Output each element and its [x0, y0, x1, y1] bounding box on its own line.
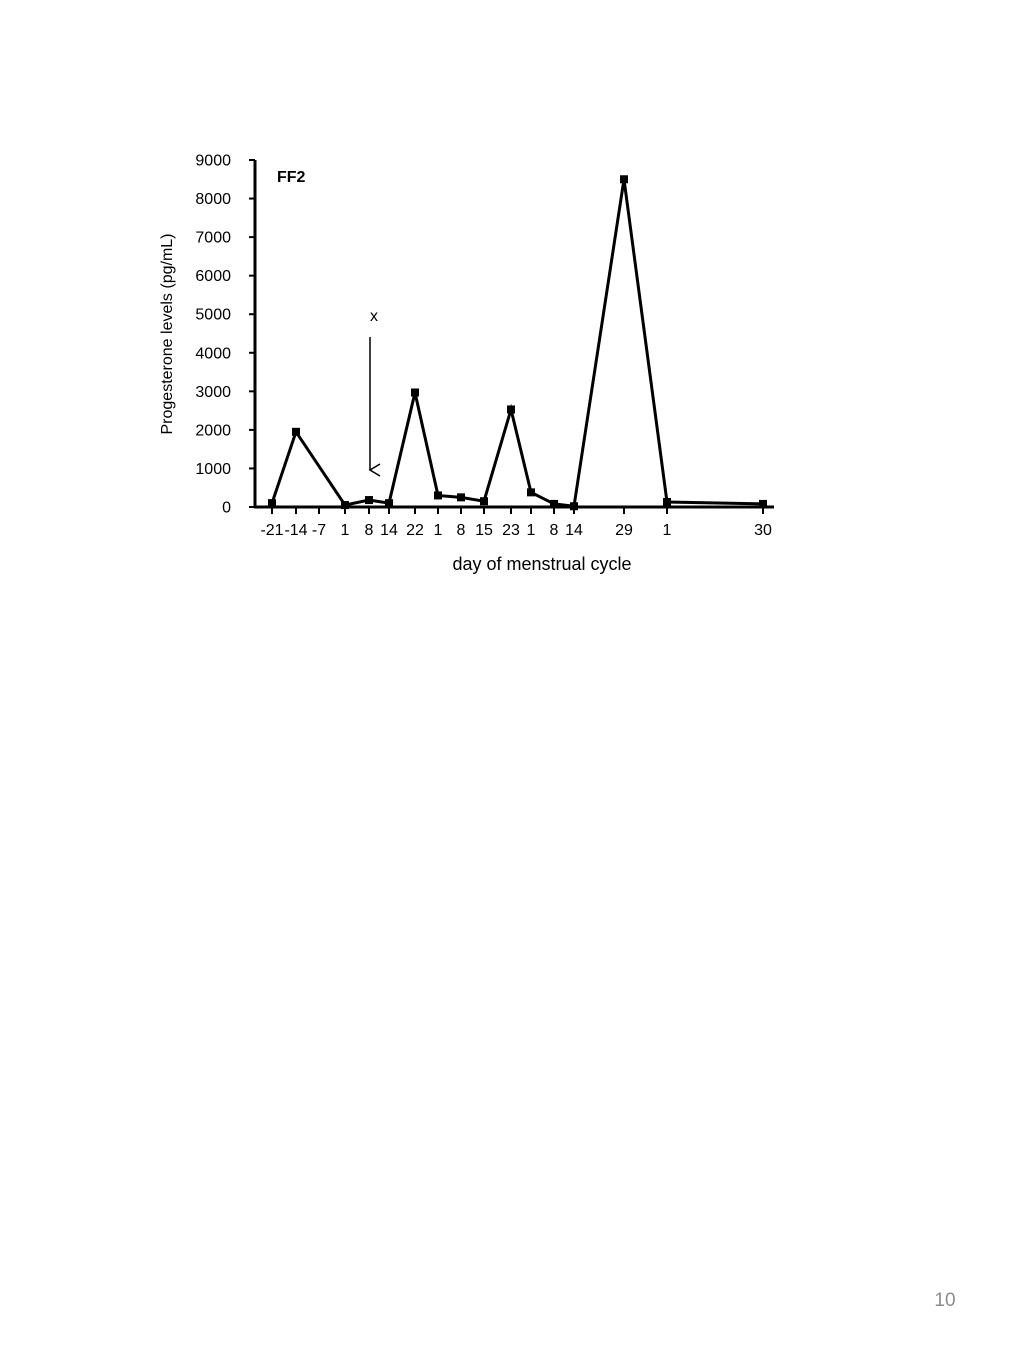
data-point-marker [365, 496, 373, 505]
x-axis-label: day of menstrual cycle [452, 554, 631, 574]
x-tick-label: 14 [380, 522, 398, 539]
data-point-marker [570, 502, 578, 511]
data-point-marker [527, 488, 535, 497]
x-axis-ticks: -21 -14 -7 1 8 14 22 1 8 15 23 1 8 14 29 1 30 [260, 507, 772, 539]
data-point-marker [434, 491, 442, 500]
x-tick-label: 15 [475, 522, 493, 539]
data-series [268, 175, 767, 511]
series-line [270, 179, 764, 508]
x-tick-label: -21 [260, 522, 283, 539]
x-tick-label: 1 [527, 522, 536, 539]
y-tick-label: 0 [222, 500, 231, 517]
x-tick-label: 29 [615, 522, 633, 539]
x-tick-label: -14 [284, 522, 307, 539]
data-point-marker [457, 493, 465, 502]
data-point-marker [663, 497, 671, 506]
x-tick-label: 8 [550, 522, 559, 539]
y-tick-label: 9000 [195, 153, 231, 170]
y-tick-label: 6000 [195, 268, 231, 285]
y-tick-label: 4000 [195, 345, 231, 362]
x-tick-label: 8 [457, 522, 466, 539]
y-axis-ticks: 0 1000 2000 3000 4000 5000 6000 7000 8000 9000 [195, 153, 255, 517]
x-tick-label: 8 [365, 522, 374, 539]
annotations: x [368, 308, 381, 477]
x-tick-label: 1 [663, 522, 672, 539]
y-tick-label: 5000 [195, 307, 231, 324]
x-tick-label: 23 [502, 522, 520, 539]
data-point-marker [507, 405, 515, 414]
data-point-marker [341, 501, 349, 510]
y-tick-label: 3000 [195, 384, 231, 401]
x-tick-label: 1 [341, 522, 350, 539]
data-point-marker [385, 499, 393, 508]
data-point-marker [759, 499, 767, 508]
data-point-marker [480, 497, 488, 506]
x-tick-label: 22 [406, 522, 424, 539]
page-number: 10 [934, 1290, 956, 1311]
data-point-marker [411, 388, 419, 397]
y-axis-label: Progesterone levels (pg/mL) [159, 234, 176, 435]
x-tick-label: 14 [565, 522, 583, 539]
data-point-marker [292, 427, 300, 436]
y-tick-label: 7000 [195, 230, 231, 247]
data-point-marker [268, 499, 276, 508]
x-tick-label: 1 [434, 522, 443, 539]
y-tick-label: 1000 [195, 461, 231, 478]
data-point-marker [620, 175, 628, 184]
y-tick-label: 2000 [195, 422, 231, 439]
x-tick-label: 30 [754, 522, 772, 539]
annotation-label: x [370, 308, 378, 325]
data-point-marker [550, 499, 558, 508]
x-tick-label: -7 [312, 522, 326, 539]
y-tick-label: 8000 [195, 191, 231, 208]
chart-title: FF2 [277, 169, 306, 186]
